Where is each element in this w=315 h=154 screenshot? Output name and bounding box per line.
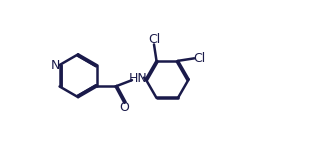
Text: Cl: Cl	[148, 33, 160, 46]
Text: O: O	[119, 101, 129, 114]
Text: Cl: Cl	[194, 52, 206, 65]
Text: N: N	[50, 59, 60, 71]
Text: HN: HN	[129, 72, 148, 85]
